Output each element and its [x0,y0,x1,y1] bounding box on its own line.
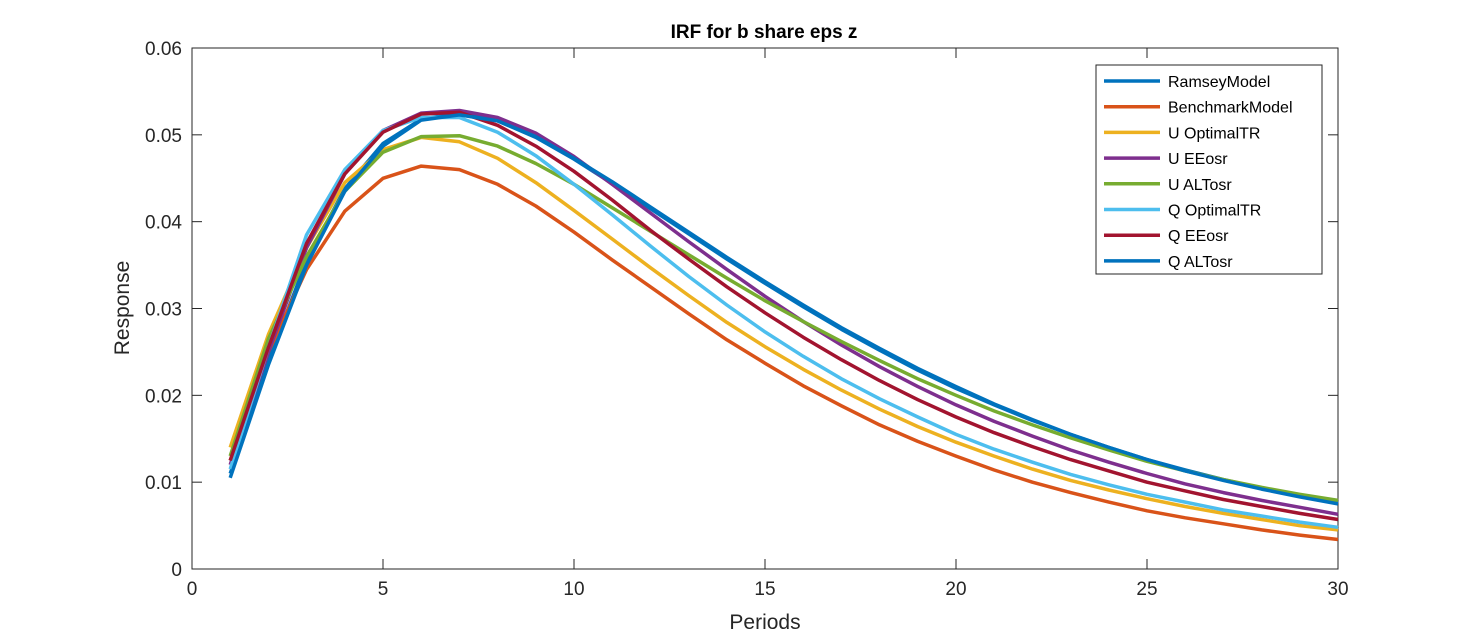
legend-items: RamseyModel BenchmarkModel U OptimalTR U EE… [1104,74,1293,271]
series-line-6 [228,110,1339,522]
y-axis: 0 0.01 0.02 0.03 0.04 0.05 0.06 [145,39,1338,581]
legend-label: Q OptimalTR [1168,203,1261,220]
x-tick-label: 25 [1136,579,1157,600]
series-layer [228,108,1339,542]
x-tick-label: 10 [563,579,584,600]
chart-title: IRF for b share eps z [671,22,858,43]
legend-label: BenchmarkModel [1168,100,1293,117]
y-tick-label: 0.04 [145,213,182,234]
x-tick-label: 30 [1327,579,1348,600]
legend-label: Q ALTosr [1168,254,1233,271]
y-tick-label: 0.02 [145,386,182,407]
legend-label: Q EEosr [1168,228,1229,245]
series-line-5 [228,115,1339,530]
x-axis: 0 5 10 15 20 25 30 [187,48,1349,600]
series-line-1 [228,164,1339,542]
y-tick-label: 0.01 [145,473,182,494]
legend-label: U EEosr [1168,151,1228,168]
y-tick-label: 0.03 [145,300,182,321]
legend-label: U OptimalTR [1168,125,1260,142]
x-axis-title: Periods [729,611,800,634]
series-line-7 [228,113,1339,506]
y-tick-label: 0 [171,560,182,581]
legend-label: U ALTosr [1168,177,1232,194]
y-axis-title: Response [111,261,134,356]
legend-label: RamseyModel [1168,74,1270,91]
x-tick-label: 15 [754,579,775,600]
y-tick-label: 0.05 [145,126,182,147]
x-tick-label: 0 [187,579,198,600]
x-tick-label: 5 [378,579,389,600]
x-tick-label: 20 [945,579,966,600]
y-tick-label: 0.06 [145,39,182,60]
legend-box [1095,64,1323,275]
legend: RamseyModel BenchmarkModel U OptimalTR U EE… [1095,64,1323,275]
